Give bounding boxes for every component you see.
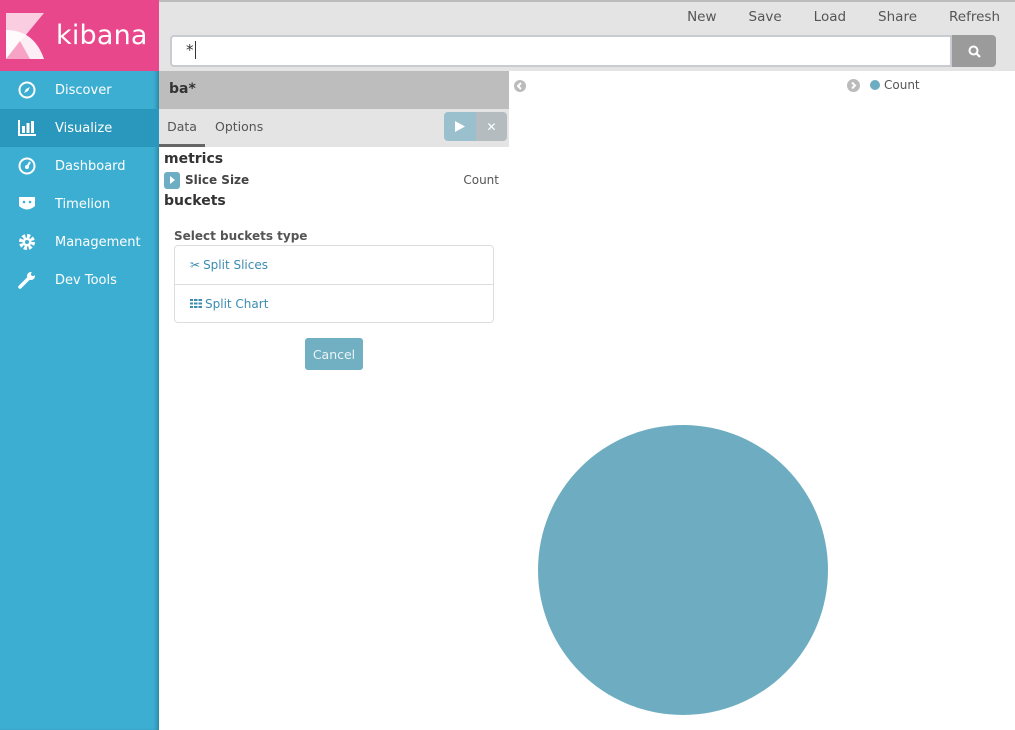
dashboard-icon <box>0 157 55 175</box>
bar-chart-icon <box>0 120 55 136</box>
expand-toggle[interactable] <box>164 171 180 189</box>
vis-editor-sidebar: ba* Data Options ✕ metrics Slice Size Co… <box>159 71 509 730</box>
grid-icon <box>190 297 202 311</box>
cancel-button[interactable]: Cancel <box>305 338 363 370</box>
search-value: * <box>186 41 194 59</box>
sidebar-item-label: Dashboard <box>55 158 126 174</box>
sidebar-item-management[interactable]: Management <box>0 223 159 261</box>
metric-label: Slice Size <box>185 173 250 187</box>
select-buckets-label: Select buckets type <box>174 229 308 243</box>
close-icon: ✕ <box>486 119 497 134</box>
legend-swatch <box>870 80 880 90</box>
sidebar-item-label: Timelion <box>55 196 111 212</box>
logo-text: kibana <box>56 20 148 51</box>
collapse-sidebar-icon[interactable] <box>514 80 526 92</box>
kibana-logo-icon <box>6 12 44 59</box>
pie-chart <box>538 425 828 715</box>
sidebar-item-visualize[interactable]: Visualize <box>0 109 159 147</box>
legend-item-count[interactable]: Count <box>884 78 920 92</box>
tab-data[interactable]: Data <box>159 119 205 147</box>
search-input[interactable]: * <box>170 35 952 67</box>
option-label: Split Slices <box>203 258 269 272</box>
apply-changes-button[interactable] <box>444 112 476 141</box>
pie-slice-count[interactable] <box>538 425 828 715</box>
save-button[interactable]: Save <box>748 9 782 25</box>
timelion-icon <box>0 196 55 212</box>
sidebar-item-label: Dev Tools <box>55 272 117 288</box>
sidebar-item-discover[interactable]: Discover <box>0 71 159 109</box>
caret-right-icon <box>169 176 175 184</box>
bucket-type-list: ✂ Split Slices Split Chart <box>174 245 494 323</box>
sidebar-item-label: Visualize <box>55 120 113 136</box>
play-icon <box>455 121 465 132</box>
split-slices-option[interactable]: ✂ Split Slices <box>175 246 493 284</box>
search-button[interactable] <box>952 35 996 67</box>
metric-slice-size[interactable]: Slice Size Count <box>159 167 509 193</box>
kibana-logo[interactable]: kibana <box>0 0 159 71</box>
option-label: Split Chart <box>205 296 269 311</box>
visualization-area: Count <box>509 71 1015 730</box>
metrics-heading: metrics <box>164 151 224 167</box>
gear-icon <box>0 233 55 251</box>
sidebar-item-label: Discover <box>55 82 112 98</box>
metric-value: Count <box>463 173 499 187</box>
wrench-icon <box>0 271 55 289</box>
legend: Count <box>847 78 920 92</box>
compass-icon <box>0 81 55 99</box>
index-pattern-title: ba* <box>159 71 509 109</box>
top-menu: New Save Load Share Refresh <box>687 9 1000 25</box>
scissors-icon: ✂ <box>190 258 201 272</box>
editor-tabs: Data Options ✕ <box>159 109 509 147</box>
sidebar-item-dev-tools[interactable]: Dev Tools <box>0 261 159 299</box>
buckets-heading: buckets <box>164 193 226 209</box>
refresh-button[interactable]: Refresh <box>949 9 1000 25</box>
share-button[interactable]: Share <box>878 9 918 25</box>
sidebar: kibana Discover Visualize Dashboard Time… <box>0 0 159 730</box>
tab-options[interactable]: Options <box>215 119 264 134</box>
search-icon <box>968 45 981 58</box>
sidebar-item-label: Management <box>55 234 141 250</box>
discard-changes-button[interactable]: ✕ <box>476 112 507 141</box>
sidebar-item-timelion[interactable]: Timelion <box>0 185 159 223</box>
split-chart-option[interactable]: Split Chart <box>175 284 493 322</box>
sidebar-item-dashboard[interactable]: Dashboard <box>0 147 159 185</box>
new-button[interactable]: New <box>687 9 717 25</box>
top-bar: New Save Load Share Refresh * <box>159 0 1015 71</box>
load-button[interactable]: Load <box>813 9 847 25</box>
legend-toggle-icon[interactable] <box>847 78 860 92</box>
